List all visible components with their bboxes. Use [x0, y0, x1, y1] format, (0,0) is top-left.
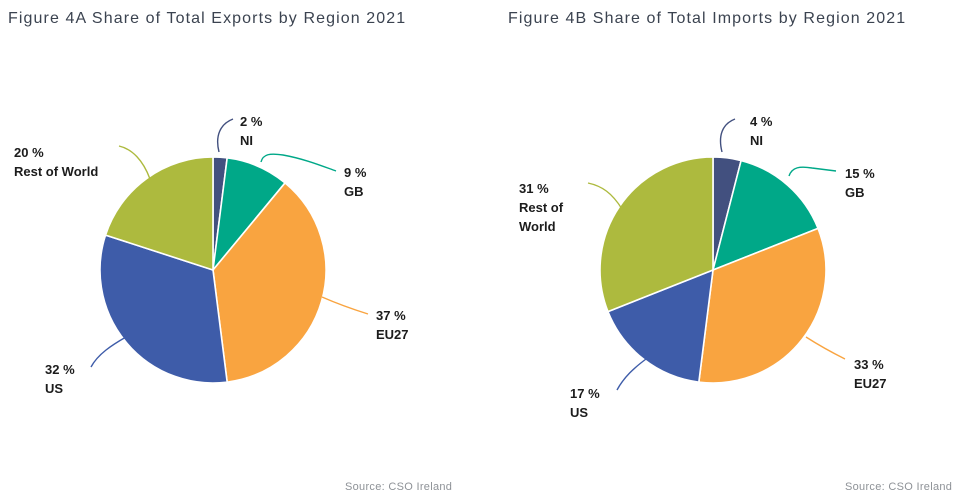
exports-source-note: Source: CSO Ireland [345, 481, 453, 493]
pie-slice-eu27 [212, 182, 327, 383]
label-imports-rest-of-world-region: Rest of World [519, 200, 564, 234]
label-imports-ni-region: NI [750, 133, 763, 148]
leader-line-eu27 [805, 336, 846, 360]
pie-slice-eu27 [698, 227, 827, 384]
label-imports-gb-region: GB [845, 185, 865, 200]
label-exports-ni-region: NI [240, 133, 253, 148]
label-imports-gb: 15 % GB [845, 164, 875, 202]
label-imports-gb-value: 15 % [845, 166, 875, 181]
exports-chart-title: Figure 4A Share of Total Exports by Regi… [8, 10, 407, 27]
label-exports-eu27-value: 37 % [376, 308, 406, 323]
label-exports-gb-value: 9 % [344, 165, 367, 180]
label-imports-rest-of-world-value: 31 % [519, 181, 549, 196]
leader-line-us [616, 358, 647, 391]
label-imports-us: 17 % US [570, 384, 600, 422]
leader-line-eu27 [321, 296, 369, 315]
label-imports-us-value: 17 % [570, 386, 600, 401]
exports-pie [90, 118, 369, 384]
pie-slice-rest-of-world [104, 156, 214, 271]
leader-line-ni [719, 118, 736, 153]
label-exports-us: 32 % US [45, 360, 75, 398]
leader-line-us [90, 336, 127, 368]
label-exports-us-value: 32 % [45, 362, 75, 377]
pie-slice-gb [712, 159, 819, 271]
pie-slice-us [99, 234, 228, 384]
leader-line-gb [788, 166, 837, 177]
label-exports-ni: 2 % NI [240, 112, 262, 150]
imports-chart-title: Figure 4B Share of Total Imports by Regi… [508, 10, 907, 27]
label-imports-eu27-value: 33 % [854, 357, 884, 372]
label-imports-rest-of-world: 31 % Rest of World [519, 179, 581, 236]
label-exports-eu27: 37 % EU27 [376, 306, 409, 344]
label-exports-rest-of-world-region: Rest of World [14, 164, 99, 179]
leader-line-rest-of-world [118, 145, 151, 180]
label-exports-us-region: US [45, 381, 64, 396]
pie-slice-us [607, 269, 714, 383]
label-exports-gb: 9 % GB [344, 163, 366, 201]
leader-line-gb [260, 153, 337, 172]
label-exports-eu27-region: EU27 [376, 327, 409, 342]
imports-source-note: Source: CSO Ireland [845, 481, 953, 493]
leader-line-ni [216, 118, 234, 153]
imports-pie [587, 118, 846, 391]
label-exports-gb-region: GB [344, 184, 364, 199]
label-exports-rest-of-world: 20 % Rest of World [14, 143, 98, 181]
label-imports-eu27: 33 % EU27 [854, 355, 887, 393]
label-imports-us-region: US [570, 405, 589, 420]
label-imports-ni-value: 4 % [750, 114, 773, 129]
label-imports-ni: 4 % NI [750, 112, 772, 150]
label-imports-eu27-region: EU27 [854, 376, 887, 391]
label-exports-rest-of-world-value: 20 % [14, 145, 44, 160]
label-exports-ni-value: 2 % [240, 114, 263, 129]
leader-line-rest-of-world [587, 182, 623, 210]
